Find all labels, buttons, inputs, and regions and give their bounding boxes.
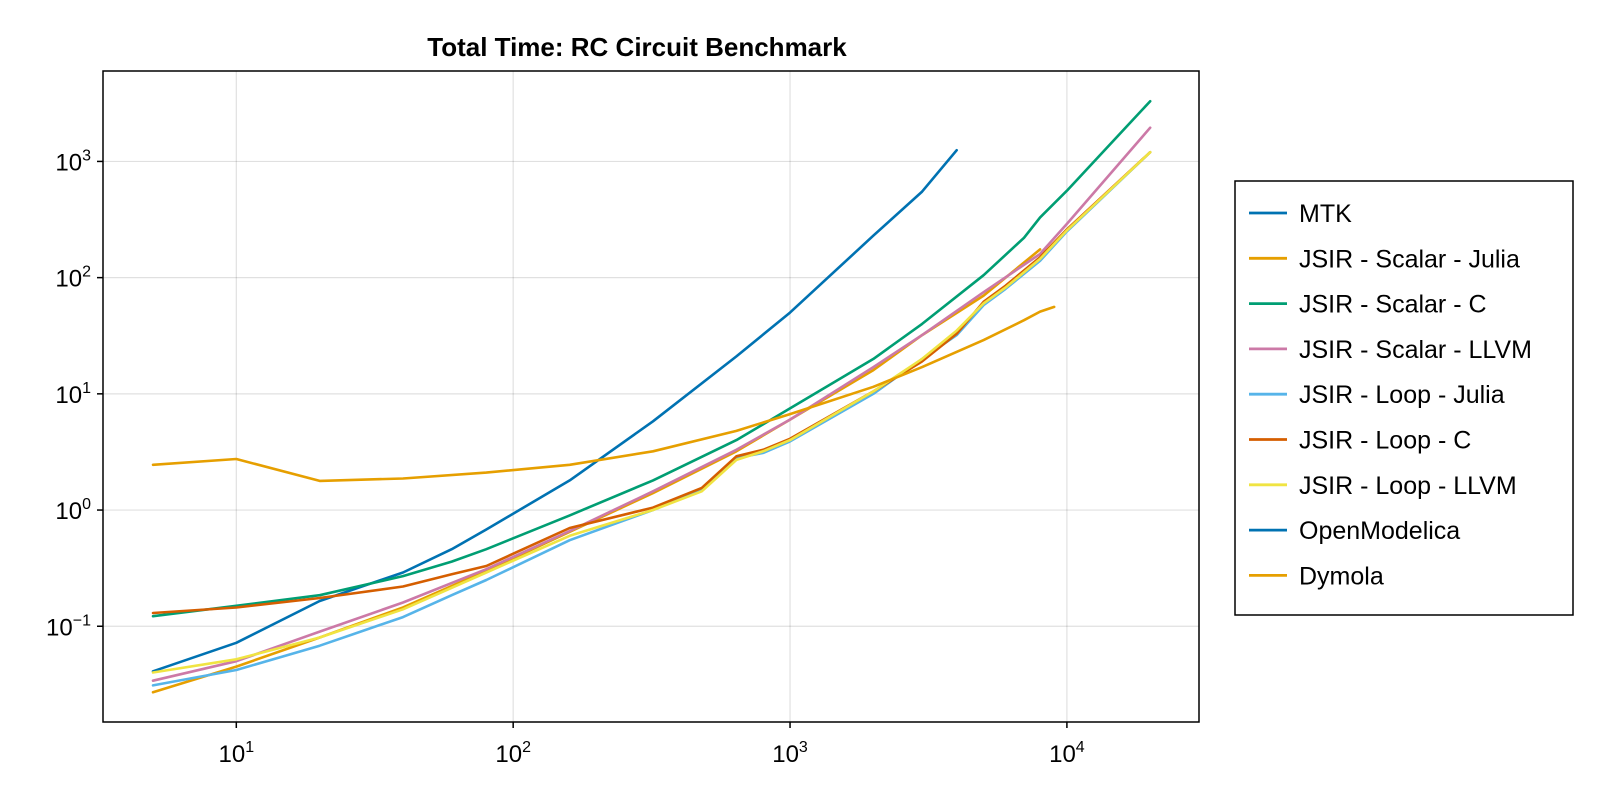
x-tick-label: 103 [772, 739, 808, 768]
series-line-5 [151, 150, 1152, 615]
series-line-3 [151, 126, 1152, 682]
legend-label: Dymola [1299, 562, 1384, 590]
legend: MTK JSIR - Scalar - Julia JSIR - Scalar - … [1234, 180, 1574, 616]
x-tick-label: 102 [495, 739, 531, 768]
grid [103, 71, 1199, 722]
legend-label: JSIR - Scalar - C [1299, 291, 1487, 319]
x-tick-label: 104 [1049, 739, 1085, 768]
legend-label: MTK [1299, 200, 1352, 228]
series-line-4 [151, 150, 1152, 687]
chart-title: Total Time: RC Circuit Benchmark [427, 32, 847, 62]
series-line-6 [151, 150, 1152, 674]
x-axis-ticks: 101 102 103 104 [219, 722, 1085, 768]
series-line-8 [151, 305, 1056, 483]
plot-frame [102, 70, 1200, 723]
y-tick-label: 100 [55, 496, 91, 525]
legend-label: OpenModelica [1299, 517, 1460, 545]
y-axis-ticks: 10−1 100 101 102 103 [46, 147, 103, 641]
legend-label: JSIR - Loop - LLVM [1299, 472, 1517, 500]
y-tick-label: 103 [55, 147, 91, 176]
legend-box [1234, 180, 1574, 616]
y-tick-label: 102 [55, 264, 91, 293]
legend-label: JSIR - Loop - C [1299, 427, 1471, 455]
plot-series [151, 99, 1152, 694]
series-line-2 [151, 99, 1152, 618]
x-tick-label: 101 [219, 739, 255, 768]
y-tick-label: 10−1 [46, 612, 91, 641]
legend-label: JSIR - Loop - Julia [1299, 381, 1505, 409]
series-line-0 [151, 148, 958, 673]
y-tick-label: 101 [55, 380, 91, 409]
legend-label: JSIR - Scalar - Julia [1299, 245, 1520, 273]
legend-label: JSIR - Scalar - LLVM [1299, 336, 1532, 364]
